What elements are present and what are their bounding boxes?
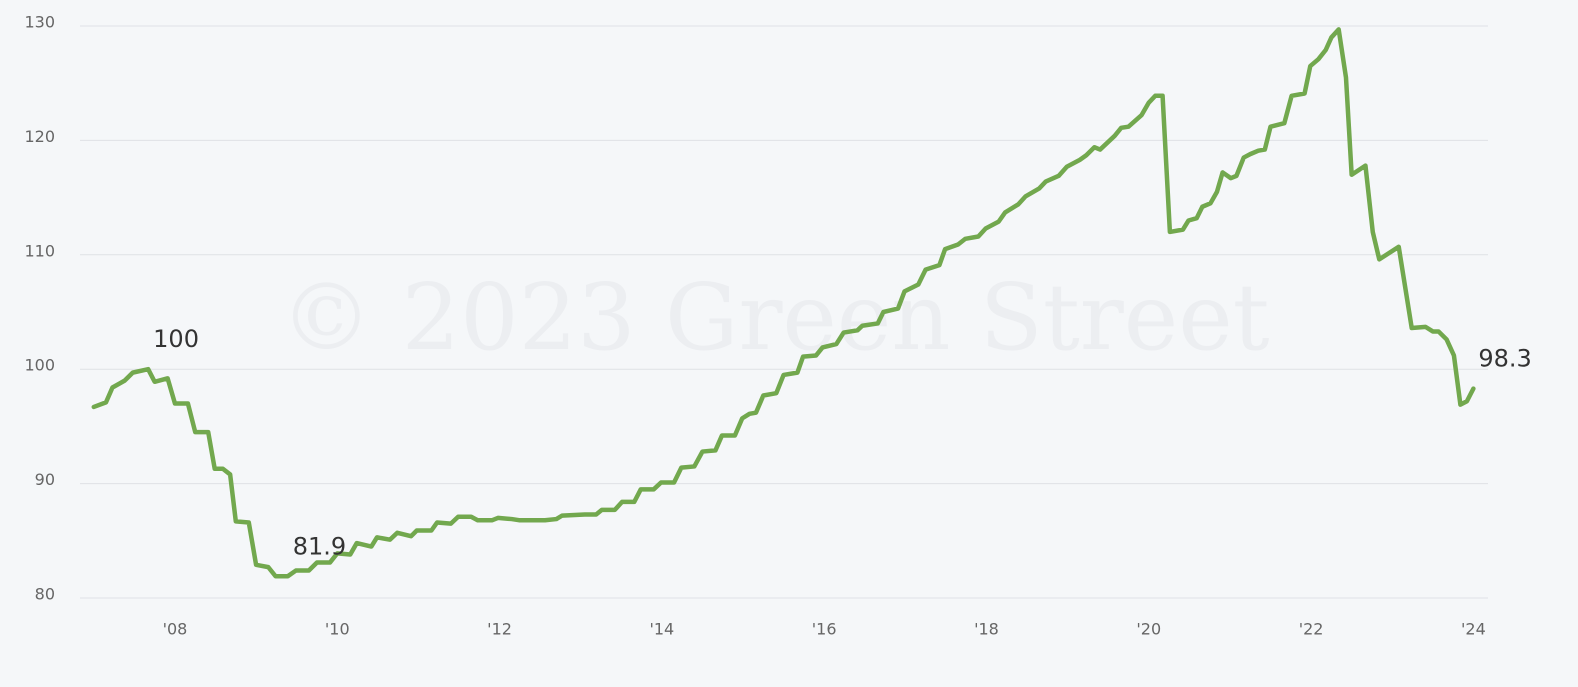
x-tick-label: '14: [649, 620, 674, 639]
x-tick-label: '12: [487, 620, 512, 639]
x-tick-label: '20: [1136, 620, 1161, 639]
x-tick-label: '08: [163, 620, 188, 639]
x-tick-label: '16: [812, 620, 837, 639]
y-tick-label: 110: [24, 241, 55, 260]
value-label: 100: [153, 325, 199, 353]
value-label: 98.3: [1478, 345, 1531, 373]
x-tick-label: '10: [325, 620, 350, 639]
x-tick-label: '18: [974, 620, 999, 639]
x-tick-label: '22: [1299, 620, 1324, 639]
y-tick-label: 120: [24, 127, 55, 146]
watermark: © 2023 Green Street: [280, 264, 1269, 371]
y-tick-label: 130: [24, 13, 55, 32]
y-tick-label: 90: [35, 470, 55, 489]
y-tick-label: 80: [35, 585, 55, 604]
line: [91, 27, 1476, 579]
x-tick-label: '24: [1461, 620, 1486, 639]
y-tick-label: 100: [24, 356, 55, 375]
value-label: 81.9: [293, 532, 346, 560]
